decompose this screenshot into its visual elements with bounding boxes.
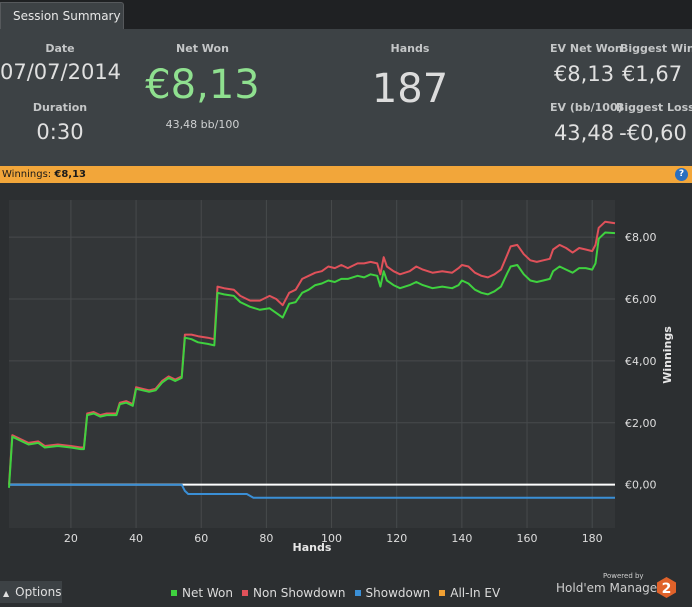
y-tick-label: €2,00 [625, 417, 657, 430]
date-value: 07/07/2014 [0, 60, 122, 84]
net-won-bb100: 43,48 bb/100 [165, 118, 240, 131]
hands-label: Hands [390, 42, 430, 55]
grid-lines [9, 200, 615, 528]
winnings-bar-value: €8,13 [54, 169, 86, 180]
winnings-chart: 20 40 60 80 100 120 140 160 180 €0,00 €2,00 €4,00 €6… [0, 183, 692, 578]
legend-swatch [171, 589, 177, 596]
logo-text: 2 [662, 581, 672, 597]
legend-all-in-ev[interactable]: All-In EV [439, 586, 500, 600]
footer: ▲ Options Net Won Non Showdown Showdown A… [0, 578, 692, 607]
x-tick-label: 160 [517, 532, 538, 545]
biggest-loss-value: -€0,60 [619, 121, 687, 145]
chart-legend: Net Won Non Showdown Showdown All-In EV [171, 578, 509, 607]
axis-ticks: 20 40 60 80 100 120 140 160 180 €0,00 €2,00 €4,00 €6… [64, 231, 657, 545]
series-line-non-showdown [8, 220, 616, 485]
net-won-value: €8,13 [145, 62, 260, 108]
chevron-up-icon: ▲ [3, 589, 10, 598]
y-tick-label: €6,00 [625, 293, 657, 306]
hands-value: 187 [371, 66, 449, 112]
series-line-net-won [8, 231, 616, 488]
winnings-bar-label: Winnings: [2, 169, 52, 180]
options-label: Options [15, 585, 62, 599]
tab-session-summary[interactable]: Session Summary [0, 2, 124, 29]
winnings-bar: Winnings: €8,13 ? [0, 166, 692, 183]
tab-strip: Session Summary [0, 0, 692, 29]
y-tick-label: €4,00 [625, 355, 657, 368]
holdem-manager-logo: 2 [657, 577, 676, 598]
biggest-loss-label: Biggest Loss [616, 101, 692, 114]
winnings-bar-text: Winnings: €8,13 [2, 166, 86, 183]
summary-panel: Date 07/07/2014 Duration 0:30 Net Won €8… [0, 29, 692, 166]
legend-swatch [439, 589, 446, 596]
x-tick-label: 40 [129, 532, 143, 545]
x-tick-label: 20 [64, 532, 78, 545]
x-tick-label: 140 [451, 532, 472, 545]
legend-label: Non Showdown [253, 585, 346, 600]
legend-label: Showdown [365, 585, 431, 600]
series-line-showdown [9, 483, 615, 499]
legend-label: All-In EV [450, 585, 501, 600]
x-tick-label: 180 [582, 532, 603, 545]
legend-swatch [242, 589, 248, 596]
legend-net-won[interactable]: Net Won [171, 586, 233, 600]
options-button[interactable]: ▲ Options [0, 581, 62, 603]
legend-showdown[interactable]: Showdown [354, 585, 431, 600]
ev-bb100-value: 43,48 [553, 121, 615, 145]
x-tick-label: 60 [194, 532, 208, 545]
y-tick-label: €0,00 [625, 479, 657, 492]
x-tick-label: 100 [321, 532, 342, 545]
help-icon[interactable]: ? [675, 168, 688, 181]
date-label: Date [45, 42, 75, 55]
y-tick-label: €8,00 [625, 231, 657, 244]
x-tick-label: 80 [259, 532, 273, 545]
ev-bb100-label: EV (bb/100) [550, 101, 623, 114]
legend-label: Net Won [182, 585, 233, 600]
duration-label: Duration [32, 101, 88, 114]
plot-area [9, 200, 615, 528]
brand-name: Hold'em Manager [556, 581, 663, 595]
x-axis-label: Hands [293, 541, 332, 554]
y-axis-label: Winnings [661, 326, 674, 384]
ev-net-won-value: €8,13 [553, 62, 615, 86]
powered-by-text: Powered by [603, 572, 644, 580]
legend-non-showdown[interactable]: Non Showdown [242, 586, 346, 600]
net-won-label: Net Won [176, 42, 229, 55]
series-lines [8, 220, 616, 499]
biggest-win-value: €1,67 [621, 62, 683, 86]
biggest-win-label: Biggest Win [620, 42, 692, 55]
duration-value: 0:30 [36, 120, 84, 144]
x-tick-label: 120 [386, 532, 407, 545]
legend-swatch [354, 589, 361, 596]
ev-net-won-label: EV Net Won [550, 42, 623, 55]
